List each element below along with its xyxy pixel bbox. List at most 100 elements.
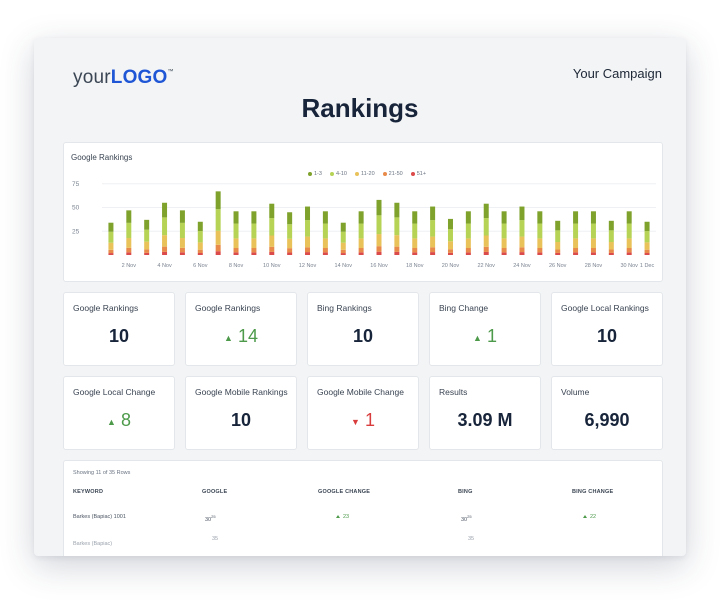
bar-segment: [573, 223, 579, 239]
chart-bar[interactable]: [573, 211, 579, 255]
chart-bar[interactable]: [626, 211, 632, 255]
x-tick-label: 24 Nov: [513, 263, 531, 269]
chart-bar[interactable]: [608, 220, 614, 255]
stat-value: 6,990: [552, 410, 662, 431]
header-bing[interactable]: BING: [458, 489, 473, 495]
bar-segment: [430, 220, 436, 237]
stat-card: Bing Change ▲ 1: [429, 292, 541, 366]
legend-item[interactable]: 51+: [410, 171, 427, 177]
chart-bar[interactable]: [126, 210, 132, 255]
cell-bing-value: 30: [461, 516, 468, 523]
chart-bar[interactable]: [197, 221, 203, 255]
chart-bar[interactable]: [305, 206, 311, 255]
chart-bar[interactable]: [108, 222, 114, 255]
header-bing-change[interactable]: BING CHANGE: [572, 489, 614, 495]
chart-bar[interactable]: [269, 203, 275, 255]
bar-segment: [305, 206, 311, 221]
legend-item[interactable]: 21-50: [382, 171, 403, 177]
chart-bar[interactable]: [555, 220, 561, 255]
bar-segment: [608, 252, 614, 255]
header-google-change[interactable]: GOOGLE CHANGE: [318, 489, 371, 495]
bar-segment: [108, 222, 114, 232]
bar-segment: [537, 252, 543, 255]
bar-segment: [537, 248, 543, 253]
header-keyword[interactable]: KEYWORD: [73, 489, 104, 495]
legend-item[interactable]: 1-3: [308, 171, 322, 177]
stat-number: 8: [120, 410, 131, 430]
bar-segment: [251, 211, 257, 224]
header-google[interactable]: GOOGLE: [202, 489, 228, 495]
chart-bar[interactable]: [144, 219, 150, 255]
bar-segment: [590, 223, 596, 239]
chart-bar[interactable]: [162, 202, 168, 255]
bar-segment: [644, 242, 650, 250]
chart-bar[interactable]: [537, 211, 543, 255]
chart-bar[interactable]: [233, 211, 239, 255]
bar-segment: [215, 191, 221, 210]
bar-segment: [555, 242, 561, 250]
legend-label: 51+: [416, 171, 427, 177]
bar-segment: [108, 249, 114, 254]
bar-segment: [483, 203, 489, 219]
stat-label: Bing Rankings: [317, 303, 372, 313]
bar-segment: [376, 251, 382, 255]
chart-bar[interactable]: [519, 206, 525, 255]
chart-bar[interactable]: [501, 211, 507, 255]
stat-number: 1: [364, 410, 375, 430]
bar-segment: [608, 249, 614, 253]
chart-bar[interactable]: [465, 211, 471, 255]
bar-segment: [608, 242, 614, 250]
chart-bar[interactable]: [590, 211, 596, 255]
bar-segment: [465, 252, 471, 255]
chart-bar[interactable]: [322, 211, 328, 255]
legend-dot-icon: [354, 172, 359, 176]
stat-number: 10: [230, 410, 252, 430]
stat-value: ▼ 1: [308, 410, 418, 431]
legend-item[interactable]: 4-10: [329, 171, 347, 177]
chart-bar[interactable]: [394, 202, 400, 255]
stat-value: 10: [186, 410, 296, 431]
chart-bar[interactable]: [430, 206, 436, 255]
chart-bar[interactable]: [644, 221, 650, 255]
chart-bar[interactable]: [179, 210, 185, 255]
bar-segment: [644, 231, 650, 243]
legend-item[interactable]: 11-20: [354, 171, 375, 177]
bar-segment: [269, 246, 275, 252]
legend-label: 1-3: [314, 171, 322, 177]
chart-bar[interactable]: [251, 211, 257, 255]
bar-segment: [197, 231, 203, 243]
chart-bar[interactable]: [358, 211, 364, 255]
bar-segment: [269, 235, 275, 247]
chart-bar[interactable]: [340, 222, 346, 255]
bar-segment: [376, 246, 382, 252]
bar-segment: [162, 202, 168, 218]
x-tick-label: 20 Nov: [442, 263, 460, 269]
bar-segment: [626, 211, 632, 224]
bar-segment: [215, 209, 221, 231]
stat-card: Google Local Rankings 10: [551, 292, 663, 366]
bar-segment: [162, 251, 168, 255]
chart-bar[interactable]: [483, 203, 489, 255]
chart-bar[interactable]: [412, 211, 418, 255]
bar-segment: [573, 252, 579, 255]
chart-bar[interactable]: [215, 191, 221, 255]
bar-segment: [108, 242, 114, 250]
legend-dot-icon: [382, 172, 387, 176]
bar-segment: [322, 238, 328, 249]
cell-google-change-value: 23: [343, 514, 350, 520]
chart-bar[interactable]: [376, 199, 382, 255]
report-page: yourLOGO™ Your Campaign Rankings 75 50 25 2…: [34, 38, 686, 556]
bar-segment: [376, 199, 382, 216]
bar-segment: [322, 223, 328, 239]
bar-segment: [394, 202, 400, 218]
bar-segment: [590, 248, 596, 253]
bar-segment: [179, 222, 185, 239]
bar-segment: [233, 248, 239, 253]
bar-segment: [322, 248, 328, 253]
bar-segment: [626, 252, 632, 255]
chart-bar[interactable]: [287, 212, 293, 255]
chart-bar[interactable]: [447, 218, 453, 255]
bar-segment: [590, 252, 596, 255]
bar-segment: [108, 253, 114, 255]
x-tick-label: 2 Nov: [122, 263, 137, 269]
